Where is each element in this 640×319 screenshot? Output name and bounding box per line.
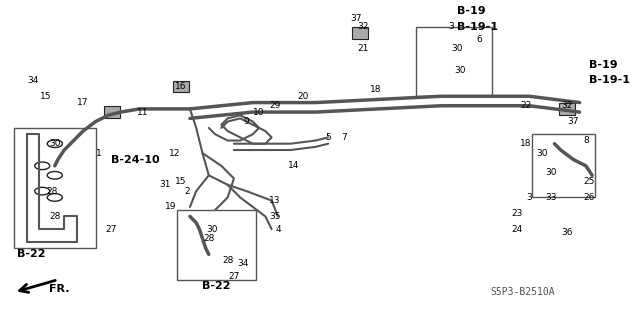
Text: 28: 28 [46, 187, 58, 196]
Text: 30: 30 [49, 139, 61, 148]
Text: 14: 14 [288, 161, 300, 170]
Text: 25: 25 [583, 177, 595, 186]
Text: 21: 21 [357, 44, 369, 53]
Text: 27: 27 [228, 272, 239, 281]
Text: 16: 16 [175, 82, 186, 91]
Text: S5P3-B2510A: S5P3-B2510A [491, 287, 556, 297]
Bar [173, 81, 189, 93]
Text: 5: 5 [325, 133, 331, 142]
Text: 28: 28 [222, 256, 234, 265]
Text: 11: 11 [137, 108, 148, 116]
Text: 20: 20 [298, 92, 308, 101]
Text: 7: 7 [341, 133, 347, 142]
Text: 34: 34 [27, 76, 38, 85]
Bar [177, 210, 256, 280]
Text: 22: 22 [520, 101, 532, 110]
Text: 29: 29 [269, 101, 280, 110]
Text: 28: 28 [203, 234, 214, 243]
Text: 30: 30 [451, 44, 463, 53]
Text: 24: 24 [511, 225, 522, 234]
Text: 9: 9 [244, 117, 250, 126]
Bar [416, 27, 492, 96]
Text: B-19: B-19 [457, 6, 486, 16]
Text: 31: 31 [159, 180, 170, 189]
Text: 12: 12 [168, 149, 180, 158]
Text: B-22: B-22 [17, 249, 45, 259]
Text: 10: 10 [253, 108, 265, 116]
Text: 18: 18 [369, 85, 381, 94]
Text: 33: 33 [545, 193, 557, 202]
Text: B-22: B-22 [202, 281, 231, 291]
Bar [352, 27, 368, 39]
Bar [532, 134, 595, 197]
Text: FR.: FR. [49, 284, 69, 294]
Text: 15: 15 [40, 92, 51, 101]
Text: 3: 3 [527, 193, 532, 202]
Text: 8: 8 [583, 136, 589, 145]
Text: 35: 35 [269, 212, 280, 221]
Text: 18: 18 [520, 139, 532, 148]
Text: 26: 26 [583, 193, 595, 202]
Text: 27: 27 [106, 225, 117, 234]
Text: 37: 37 [568, 117, 579, 126]
Text: 28: 28 [49, 212, 61, 221]
Text: 30: 30 [206, 225, 218, 234]
Text: B-24-10: B-24-10 [111, 154, 160, 165]
Text: 13: 13 [269, 196, 280, 205]
Text: 30: 30 [545, 168, 557, 177]
Text: B-19: B-19 [589, 60, 618, 70]
Bar [104, 106, 120, 118]
Text: 1: 1 [96, 149, 102, 158]
Text: 6: 6 [476, 35, 482, 44]
Text: B-19-1: B-19-1 [589, 76, 630, 85]
Text: 4: 4 [275, 225, 281, 234]
Bar [14, 128, 95, 248]
Text: 32: 32 [357, 22, 369, 31]
Text: 3: 3 [448, 22, 454, 31]
Text: 17: 17 [77, 98, 89, 107]
Text: 32: 32 [561, 101, 573, 110]
Text: 15: 15 [175, 177, 186, 186]
Text: 34: 34 [237, 259, 249, 268]
Text: 19: 19 [165, 203, 177, 211]
Text: 30: 30 [536, 149, 548, 158]
Text: 37: 37 [351, 14, 362, 23]
Bar [559, 103, 575, 115]
Text: 2: 2 [184, 187, 189, 196]
Text: B-19-1: B-19-1 [457, 22, 498, 32]
Text: 23: 23 [511, 209, 522, 218]
Text: 36: 36 [561, 228, 573, 237]
Text: 30: 30 [454, 66, 466, 76]
